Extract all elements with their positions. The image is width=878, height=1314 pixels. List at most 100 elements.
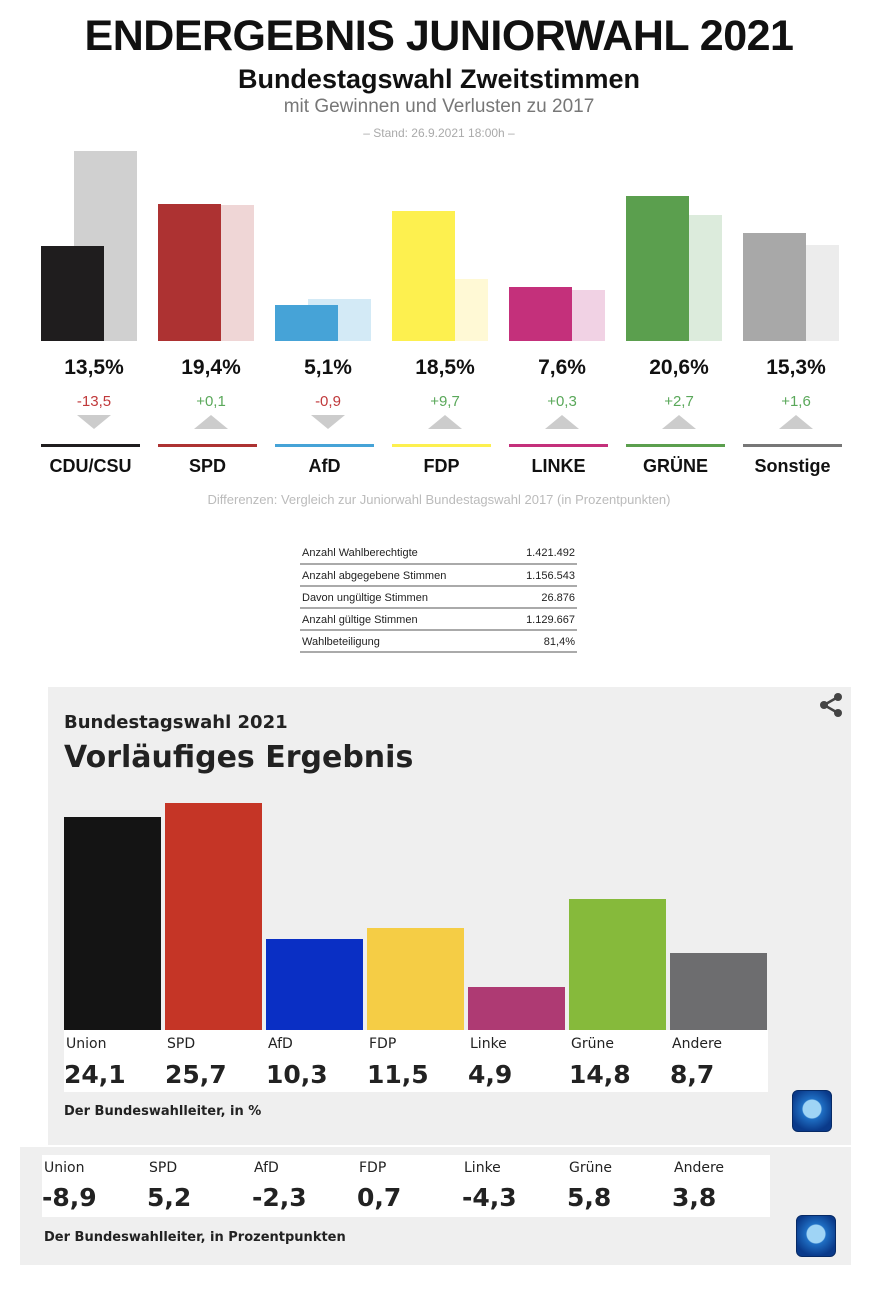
result-bar bbox=[670, 953, 767, 1030]
diff-value: 5,8 bbox=[567, 1183, 612, 1212]
party-label: Union bbox=[44, 1160, 85, 1176]
party-label: Andere bbox=[674, 1160, 725, 1176]
party-label: AfD bbox=[254, 1160, 279, 1176]
stat-label: Anzahl Wahlberechtigte bbox=[300, 542, 505, 565]
stat-value: 1.129.667 bbox=[504, 608, 577, 631]
arrow-down-icon bbox=[77, 415, 111, 429]
main-title: ENDERGEBNIS JUNIORWAHL 2021 bbox=[84, 12, 794, 60]
arrow-up-icon bbox=[779, 415, 813, 429]
party-underline bbox=[626, 444, 725, 447]
result-bar bbox=[64, 817, 161, 1030]
diff-label: +0,3 bbox=[547, 393, 577, 410]
percent-label: 20,6% bbox=[649, 356, 709, 379]
party-underline bbox=[275, 444, 374, 447]
stat-value: 1.156.543 bbox=[504, 564, 577, 587]
percent-label: 13,5% bbox=[64, 356, 124, 379]
stat-value: 81,4% bbox=[504, 630, 577, 653]
party-name: SPD bbox=[188, 456, 226, 476]
party-label: SPD bbox=[167, 1036, 196, 1052]
result-value: 14,8 bbox=[569, 1060, 631, 1089]
stats-row: Anzahl Wahlberechtigte 1.421.492 bbox=[300, 542, 577, 565]
diff-value: -4,3 bbox=[462, 1183, 517, 1212]
party-label: SPD bbox=[149, 1160, 178, 1176]
stats-row: Davon ungültige Stimmen 26.876 bbox=[300, 586, 577, 609]
party-label: Linke bbox=[470, 1036, 507, 1052]
arrow-up-icon bbox=[545, 415, 579, 429]
arrow-down-icon bbox=[311, 415, 345, 429]
party-label: Grüne bbox=[569, 1160, 612, 1176]
diff-value: 3,8 bbox=[672, 1183, 717, 1212]
diff-labels: Union -8,9 SPD 5,2 AfD -2,3 FDP 0,7 Linke -4,3 Grü… bbox=[42, 1155, 770, 1217]
stand: – Stand: 26.9.2021 18:00h – bbox=[363, 126, 515, 140]
result-value: 4,9 bbox=[468, 1060, 513, 1089]
tagesschau-logo bbox=[796, 1215, 836, 1257]
bar-2021 bbox=[158, 204, 221, 341]
result-bar bbox=[569, 899, 666, 1030]
result-bar bbox=[165, 803, 262, 1030]
bar-2021 bbox=[41, 245, 104, 341]
result-value: 8,7 bbox=[670, 1060, 715, 1089]
stats-row: Wahlbeteiligung 81,4% bbox=[300, 630, 577, 653]
percent-label: 5,1% bbox=[304, 356, 352, 379]
party-label: FDP bbox=[359, 1160, 387, 1176]
party-underline bbox=[743, 444, 842, 447]
percent-label: 7,6% bbox=[538, 356, 586, 379]
diff-value: -8,9 bbox=[42, 1183, 97, 1212]
arrow-up-icon bbox=[194, 415, 228, 429]
result-value: 24,1 bbox=[64, 1060, 126, 1089]
stats-row: Anzahl gültige Stimmen 1.129.667 bbox=[300, 608, 577, 631]
result-bar bbox=[266, 939, 363, 1030]
party-name: GRÜNE bbox=[642, 456, 708, 476]
stat-label: Davon ungültige Stimmen bbox=[300, 586, 505, 609]
share-icon[interactable] bbox=[818, 692, 844, 718]
party-label: Union bbox=[66, 1036, 107, 1052]
source-percent: Der Bundeswahlleiter, in % bbox=[64, 1104, 262, 1119]
result-value: 25,7 bbox=[165, 1060, 227, 1089]
stat-value: 26.876 bbox=[504, 586, 577, 609]
bar-2021 bbox=[275, 305, 338, 341]
diff-value: 0,7 bbox=[357, 1183, 402, 1212]
panel-subtitle: Bundestagswahl 2021 bbox=[64, 712, 288, 733]
stats-table: Anzahl Wahlberechtigte 1.421.492 Anzahl ab… bbox=[300, 542, 577, 653]
result-bar bbox=[367, 928, 464, 1030]
bar-2021 bbox=[509, 287, 572, 341]
stat-label: Anzahl gültige Stimmen bbox=[300, 608, 505, 631]
diff-value: -2,3 bbox=[252, 1183, 307, 1212]
diff-label: +9,7 bbox=[430, 393, 460, 410]
party-underline bbox=[509, 444, 608, 447]
party-name: CDU/CSU bbox=[49, 456, 132, 476]
party-underline bbox=[41, 444, 140, 447]
party-label: AfD bbox=[268, 1036, 293, 1052]
source-points: Der Bundeswahlleiter, in Prozentpunkten bbox=[44, 1230, 346, 1245]
party-name: AfD bbox=[308, 456, 341, 476]
bar-2021 bbox=[392, 210, 455, 341]
diff-label: -13,5 bbox=[76, 393, 112, 410]
percent-label: 19,4% bbox=[181, 356, 241, 379]
diff-note: Differenzen: Vergleich zur Juniorwahl Bu… bbox=[207, 492, 671, 507]
stat-label: Anzahl abgegebene Stimmen bbox=[300, 564, 505, 587]
stat-value: 1.421.492 bbox=[504, 542, 577, 565]
party-underline bbox=[158, 444, 257, 447]
party-name: FDP bbox=[423, 456, 460, 476]
result-labels: Union 24,1 SPD 25,7 AfD 10,3 FDP 11,5 Linke 4,9 Gr… bbox=[64, 1030, 768, 1092]
tagesschau-logo bbox=[792, 1090, 832, 1132]
percent-label: 15,3% bbox=[766, 356, 826, 379]
diff-value: 5,2 bbox=[147, 1183, 192, 1212]
diff-label: +0,1 bbox=[196, 393, 226, 410]
party-name: LINKE bbox=[531, 456, 586, 476]
diff-label: +2,7 bbox=[664, 393, 694, 410]
party-label: FDP bbox=[369, 1036, 397, 1052]
arrow-up-icon bbox=[662, 415, 696, 429]
arrow-up-icon bbox=[428, 415, 462, 429]
result-bar bbox=[468, 986, 565, 1030]
result-value: 11,5 bbox=[367, 1060, 429, 1089]
stats-row: Anzahl abgegebene Stimmen 1.156.543 bbox=[300, 564, 577, 587]
diff-label: -0,9 bbox=[315, 393, 341, 410]
panel-title: Vorläufiges Ergebnis bbox=[64, 740, 414, 775]
percent-label: 18,5% bbox=[415, 356, 475, 379]
party-underline bbox=[392, 444, 491, 447]
subsubtitle: mit Gewinnen und Verlusten zu 2017 bbox=[283, 96, 595, 117]
result-value: 10,3 bbox=[266, 1060, 328, 1089]
party-label: Linke bbox=[464, 1160, 501, 1176]
bar-2021 bbox=[743, 233, 806, 341]
